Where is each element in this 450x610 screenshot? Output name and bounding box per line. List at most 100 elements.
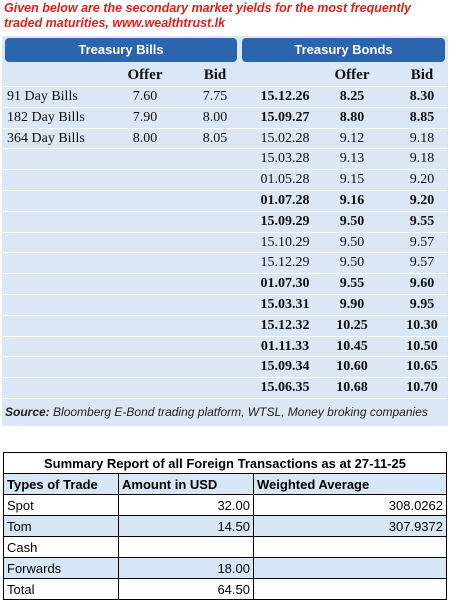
summary-cell: Cash xyxy=(3,536,119,558)
row-separator xyxy=(3,398,447,399)
bond-bid: 9.55 xyxy=(409,213,435,229)
bond-bid: 10.70 xyxy=(406,380,438,396)
summary-cell: 64.50 xyxy=(118,578,254,600)
bill-name: 182 Day Bills xyxy=(7,109,85,125)
bond-offer: 9.15 xyxy=(339,172,365,188)
row-separator xyxy=(3,377,447,378)
row-separator xyxy=(3,356,447,357)
bond-maturity: 15.12.26 xyxy=(260,89,310,104)
row-separator xyxy=(3,273,447,274)
bond-offer: 9.50 xyxy=(339,234,365,250)
summary-cell: 307.9372 xyxy=(253,515,447,537)
bonds-title: Treasury Bonds xyxy=(242,38,445,62)
bond-maturity: 15.02.28 xyxy=(260,130,310,146)
bill-offer: 7.60 xyxy=(132,89,158,104)
row-separator xyxy=(3,86,447,87)
row-separator xyxy=(3,169,447,170)
bond-bid: 9.20 xyxy=(409,172,435,188)
row-separator xyxy=(3,232,447,233)
summary-title: Summary Report of all Foreign Transactio… xyxy=(3,452,447,474)
bond-maturity: 15.03.28 xyxy=(260,151,310,167)
bond-bid: 9.57 xyxy=(409,255,435,271)
bond-offer: 9.55 xyxy=(339,276,365,292)
bond-offer: 9.90 xyxy=(339,297,365,312)
yield-panel xyxy=(2,36,448,426)
bill-name: 364 Day Bills xyxy=(7,130,85,146)
summary-header: Weighted Average xyxy=(253,473,447,495)
summary-header: Types of Trade xyxy=(3,473,119,495)
bond-maturity: 15.10.29 xyxy=(260,234,310,250)
bill-bid: 7.75 xyxy=(202,89,228,104)
summary-row: Forwards 18.00 xyxy=(3,557,447,579)
bonds-col: Offer xyxy=(334,67,370,83)
summary-row: Cash xyxy=(3,536,447,558)
summary-cell: Forwards xyxy=(3,557,119,579)
bond-bid: 9.57 xyxy=(409,234,435,250)
bond-maturity: 15.09.34 xyxy=(260,359,310,375)
bond-maturity: 01.07.28 xyxy=(260,193,310,208)
bill-name: 91 Day Bills xyxy=(7,89,78,104)
bond-maturity: 01.11.33 xyxy=(260,338,310,354)
bond-offer: 10.45 xyxy=(336,338,368,354)
bill-bid: 8.00 xyxy=(202,109,228,125)
row-separator xyxy=(3,294,447,295)
bond-maturity: 15.12.29 xyxy=(260,255,310,271)
summary-cell xyxy=(253,557,447,579)
bond-bid: 9.60 xyxy=(409,276,435,292)
bond-maturity: 15.06.35 xyxy=(260,380,310,396)
summary-title-row: Summary Report of all Foreign Transactio… xyxy=(3,452,447,474)
bond-offer: 10.25 xyxy=(336,317,368,333)
bond-maturity: 01.05.28 xyxy=(260,172,310,188)
summary-cell: 32.00 xyxy=(118,494,254,516)
summary-cell: 308.0262 xyxy=(253,494,447,516)
summary-cell: Tom xyxy=(3,515,119,537)
bill-offer: 7.90 xyxy=(132,109,158,125)
bills-col: Bid xyxy=(203,67,227,83)
bond-bid: 10.30 xyxy=(406,317,438,333)
summary-cell: Spot xyxy=(3,494,119,516)
bond-offer: 8.25 xyxy=(339,89,365,104)
bill-bid: 8.05 xyxy=(202,130,228,146)
summary-cell xyxy=(253,536,447,558)
summary-header: Amount in USD xyxy=(118,473,254,495)
summary-cell: 18.00 xyxy=(118,557,254,579)
source-label: Source: xyxy=(5,405,50,419)
bond-offer: 10.60 xyxy=(336,359,368,375)
row-separator xyxy=(3,336,447,337)
summary-table: Summary Report of all Foreign Transactio… xyxy=(3,452,447,600)
bond-bid: 9.95 xyxy=(409,297,435,312)
bond-offer: 9.13 xyxy=(339,151,365,167)
bond-maturity: 15.09.27 xyxy=(260,109,310,125)
bills-col: Offer xyxy=(127,67,163,83)
source: Source: Bloomberg E-Bond trading platfor… xyxy=(5,404,428,420)
bond-bid: 9.18 xyxy=(409,130,435,146)
bond-offer: 9.16 xyxy=(339,193,365,208)
bond-maturity: 15.09.29 xyxy=(260,213,310,229)
summary-row: Spot 32.00 308.0262 xyxy=(3,494,447,516)
summary-cell: Total xyxy=(3,578,119,600)
source-text: Bloomberg E-Bond trading platform, WTSL,… xyxy=(53,405,428,419)
summary-row: Total 64.50 xyxy=(3,578,447,600)
row-separator xyxy=(3,252,447,253)
bond-maturity: 01.07.30 xyxy=(260,276,310,292)
row-separator xyxy=(3,128,447,129)
bond-bid: 8.30 xyxy=(409,89,435,104)
bond-offer: 9.50 xyxy=(339,255,365,271)
bond-offer: 9.50 xyxy=(339,213,365,229)
header-text: Given below are the secondary market yie… xyxy=(4,1,412,30)
row-separator xyxy=(3,148,447,149)
bonds-col: Bid xyxy=(410,67,434,83)
summary-row: Tom 14.50 307.9372 xyxy=(3,515,447,537)
row-separator xyxy=(3,107,447,108)
summary-cell: 14.50 xyxy=(118,515,254,537)
bond-bid: 8.85 xyxy=(409,109,435,125)
bond-bid: 9.18 xyxy=(409,151,435,167)
bond-bid: 9.20 xyxy=(409,193,435,208)
bond-bid: 10.65 xyxy=(406,359,438,375)
row-separator xyxy=(3,315,447,316)
summary-cell xyxy=(253,578,447,600)
bond-offer: 10.68 xyxy=(336,380,368,396)
bond-maturity: 15.03.31 xyxy=(260,297,310,312)
bond-offer: 9.12 xyxy=(339,130,365,146)
